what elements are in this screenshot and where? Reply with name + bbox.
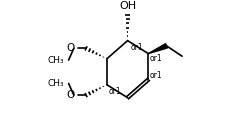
Text: CH₃: CH₃ bbox=[48, 79, 64, 88]
Text: or1: or1 bbox=[130, 43, 143, 52]
Text: CH₃: CH₃ bbox=[48, 56, 64, 65]
Text: or1: or1 bbox=[150, 70, 162, 80]
Text: or1: or1 bbox=[150, 54, 162, 63]
Text: O: O bbox=[66, 43, 74, 53]
Polygon shape bbox=[148, 44, 168, 54]
Text: O: O bbox=[66, 90, 74, 100]
Text: OH: OH bbox=[119, 1, 136, 12]
Text: or1: or1 bbox=[108, 87, 121, 96]
